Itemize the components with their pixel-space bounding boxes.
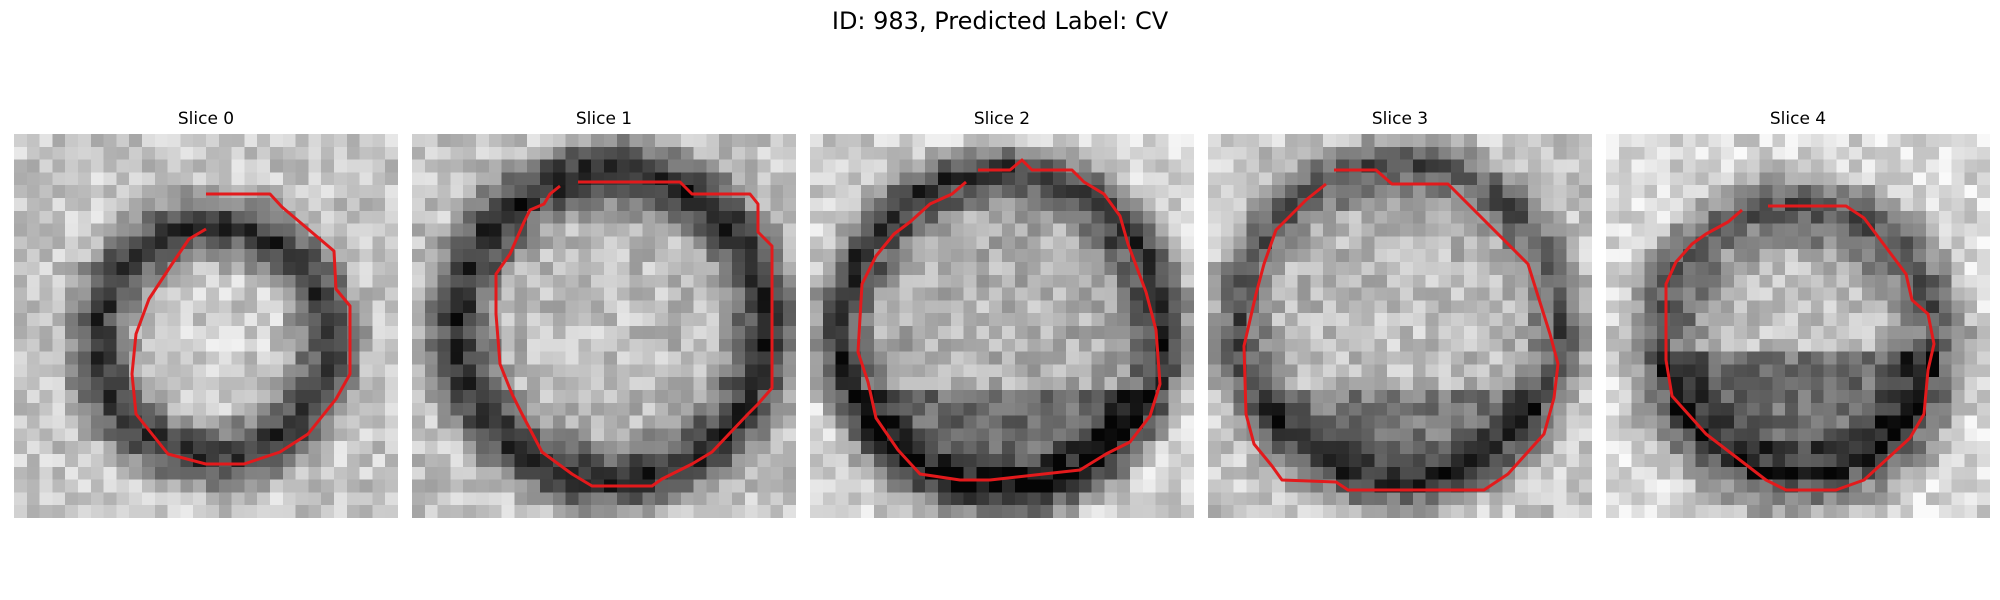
slice-title: Slice 0 xyxy=(177,109,235,129)
segmentation-contour xyxy=(130,192,352,466)
figure-title: ID: 983, Predicted Label: CV xyxy=(831,7,1169,35)
grayscale-slice xyxy=(810,134,1194,518)
slice-panel-3: Slice 3 xyxy=(1208,108,1592,518)
contour-line xyxy=(1664,204,1936,492)
slice-panel-4: Slice 4 xyxy=(1606,108,1990,518)
segmentation-contour xyxy=(1242,168,1560,492)
slice-title: Slice 3 xyxy=(1371,109,1429,129)
slice-panel-2: Slice 2 xyxy=(810,108,1194,518)
contour-line xyxy=(494,180,774,488)
slice-image xyxy=(412,134,796,518)
slice-title: Slice 4 xyxy=(1769,109,1827,129)
slice-image xyxy=(1208,134,1592,518)
segmentation-contour xyxy=(1664,204,1936,492)
contour-line xyxy=(130,192,352,466)
slice-image xyxy=(810,134,1194,518)
segmentation-contour xyxy=(856,158,1162,482)
slice-panel-1: Slice 1 xyxy=(412,108,796,518)
grayscale-slice xyxy=(1606,134,1990,518)
grayscale-slice xyxy=(14,134,398,518)
slice-image xyxy=(1606,134,1990,518)
slice-title: Slice 2 xyxy=(973,109,1031,129)
slice-panel-0: Slice 0 xyxy=(14,108,398,518)
slice-image xyxy=(14,134,398,518)
segmentation-contour xyxy=(494,180,774,488)
contour-line xyxy=(1242,168,1560,492)
contour-line xyxy=(856,158,1162,482)
grayscale-slice xyxy=(412,134,796,518)
slice-title: Slice 1 xyxy=(575,109,633,129)
